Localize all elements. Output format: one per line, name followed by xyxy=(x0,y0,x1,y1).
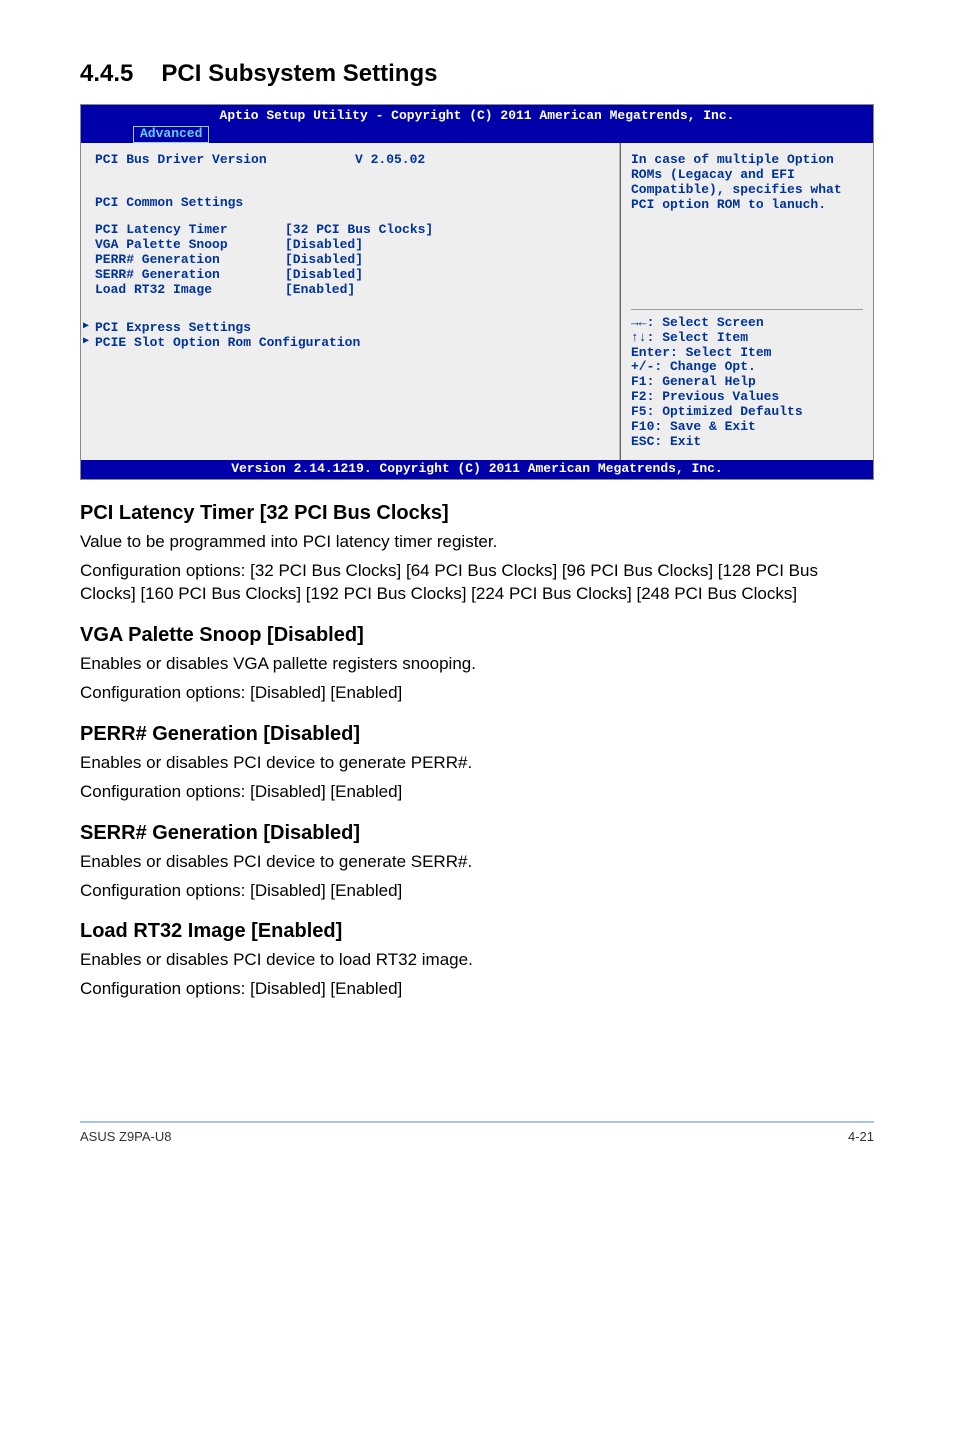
bios-submenu-item: ▶PCI Express Settings xyxy=(95,321,605,336)
setting-paragraph: Configuration options: [Disabled] [Enabl… xyxy=(80,682,874,705)
bios-driver-label: PCI Bus Driver Version xyxy=(95,153,285,168)
bios-legend-line: F2: Previous Values xyxy=(631,390,863,405)
bios-legend: →←: Select Screen↑↓: Select ItemEnter: S… xyxy=(631,316,863,450)
section-heading: 4.4.5 PCI Subsystem Settings xyxy=(80,60,874,88)
bios-setting-label: SERR# Generation xyxy=(95,268,285,283)
bios-tab-advanced: Advanced xyxy=(133,126,209,143)
bios-driver-value: V 2.05.02 xyxy=(285,153,605,168)
bios-setting-label: VGA Palette Snoop xyxy=(95,238,285,253)
bios-setting-row: PCI Latency Timer[32 PCI Bus Clocks] xyxy=(95,223,605,238)
setting-paragraph: Configuration options: [Disabled] [Enabl… xyxy=(80,978,874,1001)
setting-heading: VGA Palette Snoop [Disabled] xyxy=(80,624,874,647)
setting-paragraph: Configuration options: [Disabled] [Enabl… xyxy=(80,781,874,804)
bios-setting-row: SERR# Generation[Disabled] xyxy=(95,268,605,283)
setting-heading: Load RT32 Image [Enabled] xyxy=(80,920,874,943)
setting-paragraph: Value to be programmed into PCI latency … xyxy=(80,531,874,554)
bios-submenu-label: PCI Express Settings xyxy=(95,320,251,335)
bios-settings-rows: PCI Latency Timer[32 PCI Bus Clocks]VGA … xyxy=(95,223,605,298)
bios-setting-value: [Enabled] xyxy=(285,283,605,298)
bios-submenu-label: PCIE Slot Option Rom Configuration xyxy=(95,335,360,350)
triangle-right-icon: ▶ xyxy=(83,336,89,348)
bios-legend-line: Enter: Select Item xyxy=(631,346,863,361)
triangle-right-icon: ▶ xyxy=(83,321,89,333)
page-footer: ASUS Z9PA-U8 4-21 xyxy=(80,1121,874,1144)
bios-setting-row: Load RT32 Image[Enabled] xyxy=(95,283,605,298)
bios-right-divider xyxy=(631,309,863,310)
bios-footer: Version 2.14.1219. Copyright (C) 2011 Am… xyxy=(81,460,873,479)
bios-header: Aptio Setup Utility - Copyright (C) 2011… xyxy=(81,105,873,143)
bios-submenus: ▶PCI Express Settings▶PCIE Slot Option R… xyxy=(95,321,605,351)
bios-setting-value: [32 PCI Bus Clocks] xyxy=(285,223,605,238)
bios-legend-line: →←: Select Screen xyxy=(631,316,863,331)
setting-paragraph: Enables or disables PCI device to genera… xyxy=(80,752,874,775)
bios-setting-value: [Disabled] xyxy=(285,238,605,253)
bios-legend-line: F5: Optimized Defaults xyxy=(631,405,863,420)
bios-legend-line: F10: Save & Exit xyxy=(631,420,863,435)
bios-legend-line: F1: General Help xyxy=(631,375,863,390)
section-number: 4.4.5 xyxy=(80,60,133,88)
bios-setting-label: PCI Latency Timer xyxy=(95,223,285,238)
bios-legend-line: ESC: Exit xyxy=(631,435,863,450)
section-title-text: PCI Subsystem Settings xyxy=(161,60,437,87)
bios-left-pane: PCI Bus Driver Version V 2.05.02 PCI Com… xyxy=(81,143,620,460)
footer-right: 4-21 xyxy=(848,1129,874,1144)
bios-legend-line: +/-: Change Opt. xyxy=(631,360,863,375)
bios-legend-line: ↑↓: Select Item xyxy=(631,331,863,346)
bios-common-heading: PCI Common Settings xyxy=(95,196,605,211)
bios-submenu-item: ▶PCIE Slot Option Rom Configuration xyxy=(95,336,605,351)
setting-paragraph: Enables or disables PCI device to genera… xyxy=(80,851,874,874)
bios-driver-row: PCI Bus Driver Version V 2.05.02 xyxy=(95,153,605,168)
bios-right-pane: In case of multiple Option ROMs (Legacay… xyxy=(620,143,873,460)
bios-setting-row: PERR# Generation[Disabled] xyxy=(95,253,605,268)
bios-setting-value: [Disabled] xyxy=(285,268,605,283)
footer-left: ASUS Z9PA-U8 xyxy=(80,1129,172,1144)
setting-heading: PERR# Generation [Disabled] xyxy=(80,723,874,746)
setting-heading: PCI Latency Timer [32 PCI Bus Clocks] xyxy=(80,502,874,525)
setting-paragraph: Configuration options: [32 PCI Bus Clock… xyxy=(80,560,874,606)
setting-paragraph: Configuration options: [Disabled] [Enabl… xyxy=(80,880,874,903)
settings-sections: PCI Latency Timer [32 PCI Bus Clocks] Val… xyxy=(80,502,874,1001)
bios-setting-label: PERR# Generation xyxy=(95,253,285,268)
bios-setting-label: Load RT32 Image xyxy=(95,283,285,298)
setting-paragraph: Enables or disables PCI device to load R… xyxy=(80,949,874,972)
bios-body: PCI Bus Driver Version V 2.05.02 PCI Com… xyxy=(81,143,873,460)
bios-screenshot: Aptio Setup Utility - Copyright (C) 2011… xyxy=(80,104,874,480)
setting-paragraph: Enables or disables VGA pallette registe… xyxy=(80,653,874,676)
bios-setting-value: [Disabled] xyxy=(285,253,605,268)
bios-setting-row: VGA Palette Snoop[Disabled] xyxy=(95,238,605,253)
setting-heading: SERR# Generation [Disabled] xyxy=(80,822,874,845)
bios-help-text: In case of multiple Option ROMs (Legacay… xyxy=(631,153,863,213)
bios-header-title: Aptio Setup Utility - Copyright (C) 2011… xyxy=(93,109,861,124)
